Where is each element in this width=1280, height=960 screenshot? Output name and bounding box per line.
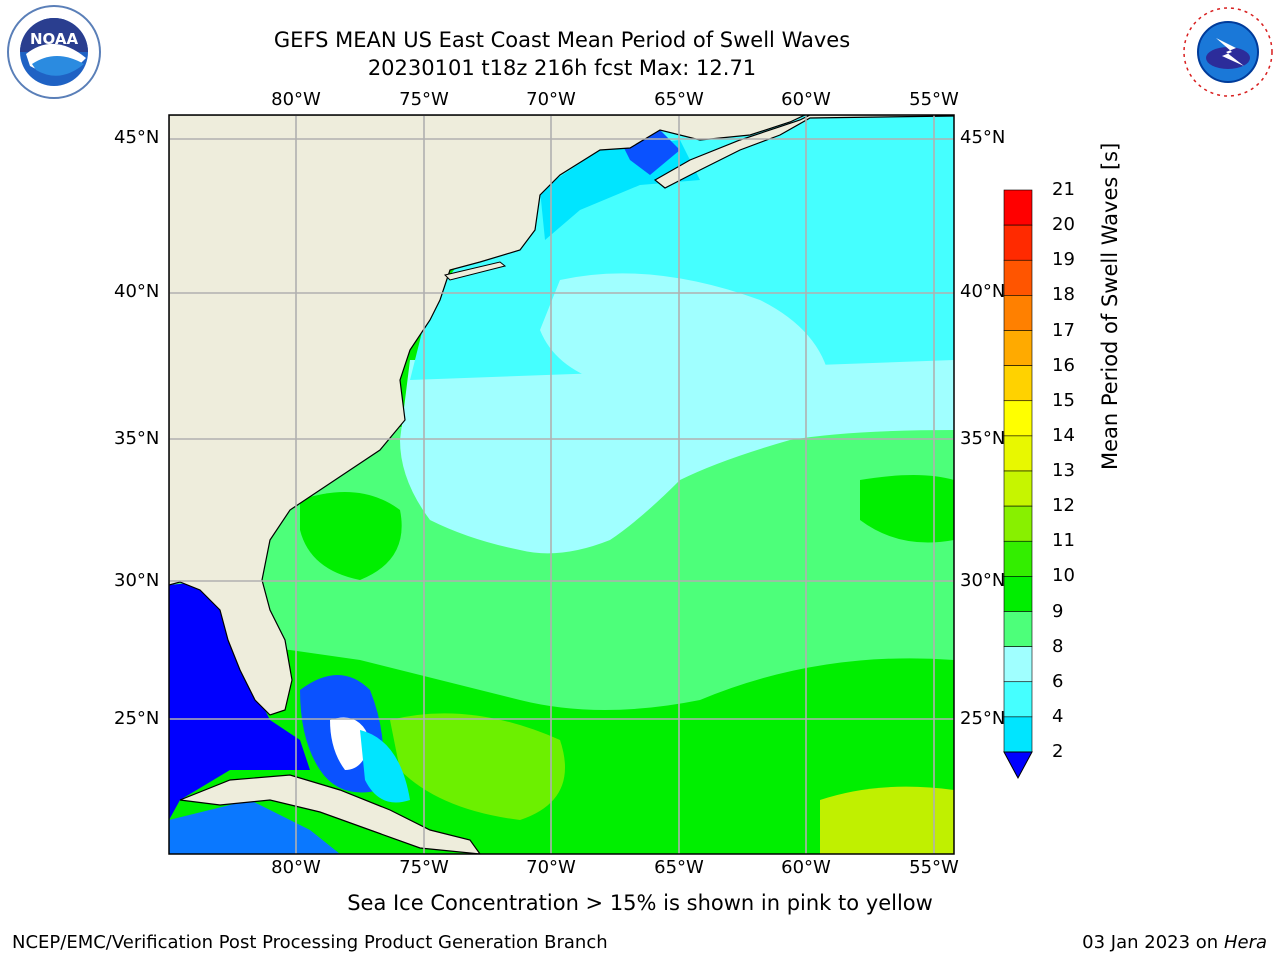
colorbar-cell	[1003, 681, 1033, 718]
lon-label-bottom-60w: 60°W	[781, 857, 831, 878]
noaa-logo-icon: NOAA	[7, 5, 101, 99]
map-title-line2: 20230101 t18z 216h fcst Max: 12.71	[367, 56, 757, 80]
lon-label-bottom-55w: 55°W	[909, 857, 959, 878]
colorbar-tick-label: 9	[1052, 600, 1064, 622]
swell-patch-10-11b	[860, 475, 954, 543]
colorbar-cell	[1003, 505, 1033, 542]
noaa-logo-text: NOAA	[30, 30, 79, 48]
colorbar	[1003, 189, 1033, 780]
swell-patch-10-11a	[300, 492, 402, 580]
colorbar-cell	[1003, 716, 1033, 753]
colorbar-tick-label: 18	[1052, 284, 1075, 306]
colorbar-cell	[1003, 400, 1033, 437]
colorbar-cell	[1003, 189, 1033, 226]
lon-label-bottom-80w: 80°W	[271, 857, 321, 878]
lat-label-left-25n: 25°N	[114, 708, 160, 729]
colorbar-tick-label: 8	[1052, 635, 1064, 657]
colorbar-tick-label: 21	[1052, 179, 1075, 200]
colorbar-tick-label: 2	[1052, 741, 1064, 762]
lat-label-right-25n: 25°N	[960, 708, 1006, 729]
colorbar-cell	[1003, 330, 1033, 366]
swell-patch-8-9	[540, 273, 830, 394]
bahamas-bank	[330, 717, 370, 770]
colorbar-cell	[1003, 259, 1033, 296]
colorbar-cell	[1003, 365, 1033, 402]
lat-label-left-45n: 45°N	[114, 127, 160, 148]
lat-label-right-35n: 35°N	[960, 428, 1006, 449]
colorbar-cell	[1003, 576, 1033, 612]
footer-branch: NCEP/EMC/Verification Post Processing Pr…	[12, 932, 608, 953]
colorbar-tick-label: 15	[1052, 389, 1075, 411]
lat-label-right-40n: 40°N	[960, 281, 1006, 302]
footer-date-text: 03 Jan 2023 on	[1082, 932, 1219, 953]
lat-label-left-40n: 40°N	[114, 281, 160, 302]
sea-ice-note: Sea Ice Concentration > 15% is shown in …	[347, 891, 933, 915]
bahamas-margin	[360, 730, 410, 803]
colorbar-tick-label: 17	[1052, 319, 1075, 341]
lon-label-top-75w: 75°W	[399, 89, 449, 110]
map-frame	[168, 114, 955, 855]
lat-label-left-30n: 30°N	[114, 570, 160, 591]
colorbar-tick-label: 13	[1052, 460, 1075, 481]
graticule	[169, 115, 954, 854]
lon-label-top-60w: 60°W	[781, 89, 831, 110]
lat-label-right-30n: 30°N	[960, 570, 1006, 591]
footer-host: Hera	[1223, 932, 1267, 953]
swell-band-8-9	[400, 360, 954, 554]
land-nova-scotia	[653, 115, 954, 189]
colorbar-cell	[1003, 646, 1033, 683]
colorbar-label: Mean Period of Swell Waves [s]	[1098, 142, 1122, 470]
map-title-line1: GEFS MEAN US East Coast Mean Period of S…	[273, 28, 851, 52]
lon-label-bottom-75w: 75°W	[399, 857, 449, 878]
colorbar-tick-label: 20	[1052, 214, 1075, 236]
lon-label-top-55w: 55°W	[909, 89, 959, 110]
colorbar-cell	[1003, 611, 1033, 647]
colorbar-cell	[1003, 540, 1033, 577]
lon-label-top-65w: 65°W	[654, 89, 704, 110]
colorbar-tick-label: 10	[1052, 565, 1075, 587]
colorbar-tick-label: 19	[1052, 249, 1075, 271]
swell-band-9-10	[169, 420, 954, 710]
caribbean-west-region	[169, 800, 340, 854]
colorbar-tick-label: 12	[1052, 495, 1075, 517]
lon-label-bottom-65w: 65°W	[654, 857, 704, 878]
colorbar-cell	[1003, 470, 1033, 507]
colorbar-tick-label: 4	[1052, 705, 1064, 727]
colorbar-tick-label: 6	[1052, 670, 1064, 692]
swell-patch-11-12	[390, 713, 565, 820]
colorbar-cell	[1003, 435, 1033, 472]
lon-label-top-70w: 70°W	[526, 89, 576, 110]
nws-logo-icon	[1181, 5, 1275, 99]
land-cuba	[179, 774, 481, 854]
footer-date: 03 Jan 2023 on Hera	[1082, 932, 1267, 953]
colorbar-under-arrow	[1003, 751, 1033, 780]
land-long-island	[444, 261, 507, 281]
swell-patch-12-13	[820, 786, 954, 854]
land-north-america	[169, 115, 806, 716]
lat-label-left-35n: 35°N	[114, 428, 160, 449]
colorbar-tick-label: 16	[1052, 354, 1075, 376]
lon-label-bottom-70w: 70°W	[526, 857, 576, 878]
colorbar-cell	[1003, 295, 1033, 331]
lon-label-top-80w: 80°W	[271, 89, 321, 110]
colorbar-cell	[1003, 224, 1033, 261]
colorbar-tick-label: 14	[1052, 424, 1075, 446]
gulf-region	[169, 582, 310, 820]
colorbar-tick-label: 11	[1052, 530, 1075, 552]
lat-label-right-45n: 45°N	[960, 127, 1006, 148]
